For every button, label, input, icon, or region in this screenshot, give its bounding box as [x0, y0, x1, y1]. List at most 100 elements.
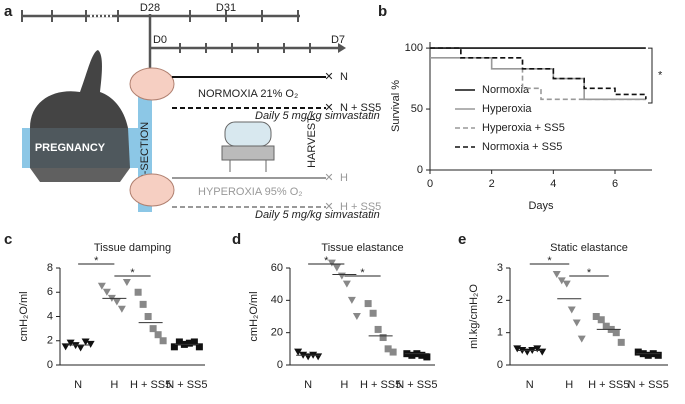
- legend-label: Normoxia: [482, 84, 530, 96]
- data-point: [374, 325, 382, 333]
- data-point: [175, 338, 183, 346]
- data-point: [170, 343, 178, 351]
- data-point: [562, 280, 571, 288]
- rabbit: [30, 50, 128, 128]
- annotation: *: [587, 267, 592, 279]
- y-tick-label: 4: [47, 310, 53, 322]
- data-point: [364, 300, 372, 308]
- x-tick-label: 4: [550, 178, 556, 190]
- y-tick-label: 0: [497, 359, 503, 371]
- c-section-label: C-SECTION: [139, 122, 151, 183]
- survival-line: [430, 57, 646, 101]
- axes: [59, 268, 205, 366]
- data-point: [634, 348, 642, 356]
- treatment-label: Daily 5 mg/kg simvastatin: [255, 209, 380, 221]
- data-point: [538, 348, 547, 356]
- data-point: [617, 338, 625, 346]
- x-tick-label: N + SS5: [396, 379, 437, 391]
- data-point: [332, 264, 341, 272]
- data-point: [352, 313, 361, 320]
- data-point: [134, 288, 142, 296]
- y-tick-label: 60: [271, 262, 283, 274]
- data-point: [149, 325, 157, 333]
- y-tick-label: 40: [271, 294, 283, 306]
- hyperoxia-label: HYPEROXIA 95% O₂: [198, 186, 303, 198]
- x-tick-label: N + SS5: [166, 379, 207, 391]
- y-tick-label: 0: [417, 164, 423, 176]
- data-point: [122, 279, 131, 287]
- x-tick-label: H: [340, 379, 348, 391]
- day-label: D7: [331, 34, 345, 46]
- panel-label: e: [458, 231, 466, 248]
- data-point: [369, 309, 377, 317]
- data-point: [314, 353, 323, 361]
- group-label: H + SS5: [340, 201, 381, 213]
- y-axis-label: cmH₂O/ml: [18, 291, 30, 341]
- y-axis-label: cmH₂O/ml: [248, 291, 260, 341]
- data-point: [597, 316, 605, 324]
- y-tick-label: 100: [405, 42, 423, 54]
- data-point: [159, 337, 167, 345]
- x-mark: ✕: [324, 172, 333, 184]
- data-point: [327, 259, 336, 267]
- data-point: [190, 338, 198, 346]
- y-tick-label: 3: [497, 262, 503, 274]
- panel-label: a: [4, 3, 13, 20]
- postnatal-ticks: [179, 43, 311, 53]
- x-tick-label: H: [565, 379, 573, 391]
- axes: [289, 268, 435, 366]
- data-point: [139, 300, 147, 308]
- chart-title: Tissue damping: [94, 242, 171, 254]
- legend-label: Hyperoxia: [482, 103, 532, 115]
- data-point: [294, 348, 303, 356]
- annotation: *: [547, 255, 552, 267]
- significance-bracket: [648, 47, 653, 104]
- day-label: D31: [216, 2, 236, 14]
- annotation: *: [658, 69, 663, 81]
- x-tick-label: H + SS5: [588, 379, 629, 391]
- x-mark: ✕: [324, 71, 333, 83]
- data-point: [418, 351, 426, 359]
- pregnancy-label: PREGNANCY: [35, 142, 106, 154]
- data-point: [577, 335, 586, 343]
- treatment-label: Daily 5 mg/kg simvastatin: [255, 110, 380, 122]
- data-point: [644, 351, 652, 359]
- normoxia-label: NORMOXIA 21% O₂: [198, 88, 298, 100]
- y-axis-label: ml.kg/cmH₂O: [468, 284, 480, 349]
- annotation: *: [360, 267, 365, 279]
- data-point: [654, 351, 662, 359]
- y-tick-label: 8: [47, 262, 53, 274]
- data-point: [423, 353, 431, 361]
- data-point: [602, 322, 610, 330]
- data-point: [347, 296, 356, 304]
- group-label: N: [340, 71, 348, 83]
- data-point: [379, 334, 387, 342]
- day-label: D0: [153, 34, 167, 46]
- x-tick-label: N: [304, 379, 312, 391]
- x-tick-label: 6: [612, 178, 618, 190]
- group-label: N + SS5: [340, 102, 381, 114]
- y-tick-label: 2: [47, 335, 53, 347]
- x-tick-label: H + SS5: [130, 379, 171, 391]
- y-tick-label: 2: [497, 294, 503, 306]
- data-point: [533, 345, 542, 353]
- x-tick-label: N: [526, 379, 534, 391]
- y-tick-label: 0: [47, 359, 53, 371]
- y-tick-label: 50: [411, 103, 423, 115]
- data-point: [66, 339, 75, 347]
- x-axis-label: Days: [528, 200, 554, 212]
- panel-label: c: [4, 231, 12, 248]
- data-point: [408, 351, 416, 359]
- y-tick-label: 6: [47, 286, 53, 298]
- data-point: [81, 338, 90, 346]
- legend-label: Hyperoxia + SS5: [482, 122, 565, 134]
- data-point: [592, 313, 600, 320]
- x-tick-label: N + SS5: [628, 379, 669, 391]
- y-tick-label: 20: [271, 327, 283, 339]
- chart-title: Static elastance: [550, 242, 628, 254]
- panel-label: d: [232, 231, 241, 248]
- annotation: *: [324, 255, 329, 267]
- x-tick-label: 0: [427, 178, 433, 190]
- data-point: [612, 329, 620, 337]
